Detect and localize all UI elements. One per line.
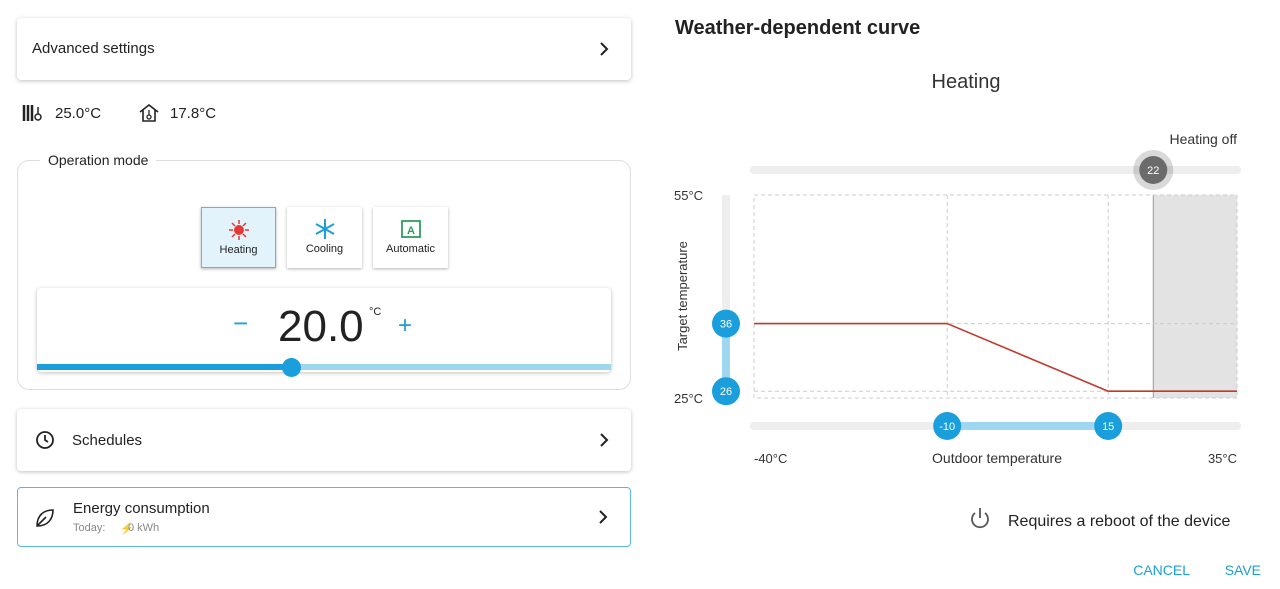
x-low-handle[interactable]: [933, 412, 962, 440]
advanced-settings-label: Advanced settings: [32, 40, 155, 57]
min-target-handle-label: 26: [720, 386, 732, 398]
flow-icon: [22, 105, 42, 121]
slider-knob[interactable]: [282, 358, 301, 377]
schedules-label: Schedules: [72, 432, 143, 449]
chevron: [600, 42, 609, 56]
bolt-icon: ⚡: [120, 523, 134, 535]
advanced-settings-card[interactable]: Advanced settings: [17, 18, 631, 80]
reboot-icon: [971, 508, 989, 529]
curve-segment: [946, 322, 1109, 392]
curve-title: Weather-dependent curve: [675, 17, 920, 39]
max-target-handle-label: 36: [720, 319, 732, 331]
flow-temp: 25.0°C: [55, 105, 102, 122]
slider-track: [37, 364, 611, 370]
heating-off-handle-label: 22: [1147, 165, 1159, 177]
mode-button[interactable]: A Automatic: [373, 207, 448, 268]
y-axis-label: Target temperature: [675, 241, 690, 351]
setpoint-value: 20.0: [278, 302, 364, 351]
mode-button[interactable]: Heating: [201, 207, 276, 268]
x-high-handle[interactable]: [1094, 412, 1123, 440]
heating-off-handle[interactable]: [1139, 156, 1168, 184]
automatic-icon: A: [400, 220, 421, 238]
min-target-handle[interactable]: [712, 377, 740, 406]
save-button[interactable]: SAVE: [1225, 562, 1261, 578]
today-value: 0 kWh: [128, 522, 160, 534]
heating-icon: [228, 220, 249, 240]
chevron: [600, 433, 609, 447]
x-high-handle-label: 15: [1102, 421, 1114, 433]
mode-label: Heating: [219, 244, 258, 256]
schedules-card[interactable]: Schedules: [17, 409, 631, 471]
reboot-note: Requires a reboot of the device: [1008, 513, 1230, 530]
setpoint-card: − 20.0 °C +: [37, 288, 611, 377]
x-low-handle-label: -10: [939, 421, 955, 433]
y-tick-label: 55°C: [674, 188, 703, 203]
y-tick-label: 25°C: [674, 391, 703, 406]
chevron: [599, 510, 608, 524]
today-label: Today:: [73, 522, 106, 534]
curve-subtitle: Heating: [932, 71, 1001, 93]
operation-mode-title: Operation mode: [40, 152, 157, 168]
setpoint-unit: °C: [369, 306, 382, 318]
minus-button[interactable]: −: [233, 308, 249, 338]
leaf-icon: [36, 509, 54, 527]
heating-off-label: Heating off: [1170, 131, 1238, 147]
plus-button[interactable]: +: [398, 312, 413, 339]
energy-label: Energy consumption: [73, 500, 210, 517]
x-tick-label: -40°C: [754, 451, 787, 466]
room-temp: 17.8°C: [170, 105, 217, 122]
slider-fill: [37, 364, 292, 370]
heating-off-area: [1153, 195, 1237, 398]
x-tick-label: 35°C: [1208, 451, 1237, 466]
energy-card[interactable]: Energy consumption Today: ⚡ 0 kWh: [17, 487, 631, 547]
mode-button[interactable]: Cooling: [287, 207, 362, 268]
plot-border: [753, 194, 1238, 399]
mode-label: Cooling: [305, 243, 344, 255]
svg-text:A: A: [407, 225, 415, 237]
curve-panel: Weather-dependent curve Heating Heating …: [674, 17, 1261, 578]
operation-mode-box: Operation mode: [17, 152, 631, 390]
max-target-handle[interactable]: [712, 309, 740, 338]
cooling-icon: [315, 219, 334, 239]
cancel-button[interactable]: CANCEL: [1133, 562, 1190, 578]
room-icon: [139, 103, 159, 122]
x-axis-label: Outdoor temperature: [932, 450, 1062, 466]
mode-label: Automatic: [386, 243, 435, 255]
clock-icon: [36, 431, 54, 449]
